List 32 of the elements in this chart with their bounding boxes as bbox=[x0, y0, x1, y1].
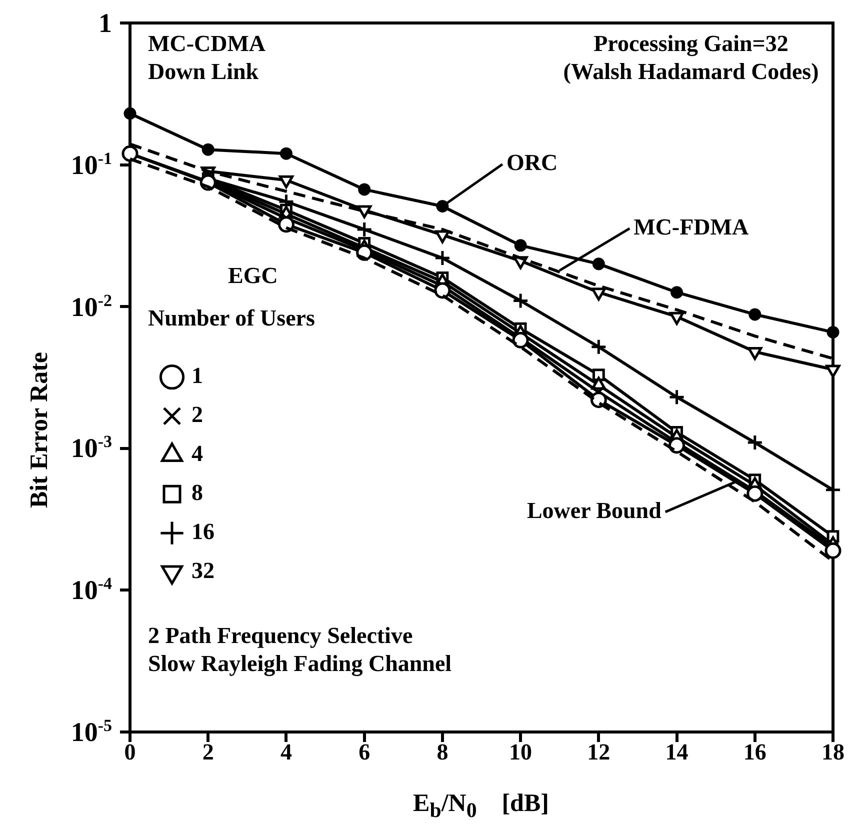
legend-label: 1 bbox=[192, 363, 203, 388]
annotation: ORC bbox=[506, 150, 558, 176]
x-tick-label: 18 bbox=[822, 739, 844, 764]
x-tick-label: 8 bbox=[436, 739, 448, 764]
legend-label: 8 bbox=[192, 480, 203, 506]
x-tick-label: 10 bbox=[509, 739, 532, 764]
annotation: Processing Gain=32 (Walsh Hadamard Codes) bbox=[562, 30, 820, 86]
annotation: MC-FDMA bbox=[634, 214, 749, 240]
x-tick-label: 16 bbox=[743, 739, 766, 764]
legend-label: 32 bbox=[192, 558, 214, 584]
y-axis-title: Bit Error Rate bbox=[26, 352, 54, 508]
x-tick-label: 14 bbox=[665, 739, 689, 764]
x-tick-label: 12 bbox=[587, 739, 610, 764]
legend-title: Number of Users bbox=[148, 305, 315, 330]
x-tick-label: 0 bbox=[124, 739, 136, 764]
x-tick-label: 4 bbox=[280, 739, 292, 764]
y-tick-label: 10$^{-1}$ bbox=[70, 148, 112, 181]
annotation: MC-CDMA Down Link bbox=[148, 30, 266, 86]
annotation: 2 Path Frequency Selective Slow Rayleigh Fading Channel bbox=[148, 622, 452, 678]
legend-label: 4 bbox=[192, 441, 204, 466]
x-tick-label: 2 bbox=[202, 739, 214, 764]
legend-label: 16 bbox=[192, 519, 214, 544]
annotation: Lower Bound bbox=[526, 498, 662, 523]
y-tick-label: 10$^{-5}$ bbox=[70, 716, 112, 748]
y-tick-label: 10$^{-2}$ bbox=[70, 290, 112, 323]
y-tick-label: 10$^{-4}$ bbox=[70, 574, 112, 606]
x-tick-label: 6 bbox=[358, 739, 370, 764]
annotation: EGC bbox=[228, 262, 278, 290]
x-axis-title: E$_{b}$/N$_{0}$ [dB] bbox=[413, 790, 549, 823]
y-tick-label: 10$^{-3}$ bbox=[70, 432, 112, 464]
legend-label: 2 bbox=[192, 402, 203, 428]
y-tick-label: 1 bbox=[98, 7, 112, 39]
